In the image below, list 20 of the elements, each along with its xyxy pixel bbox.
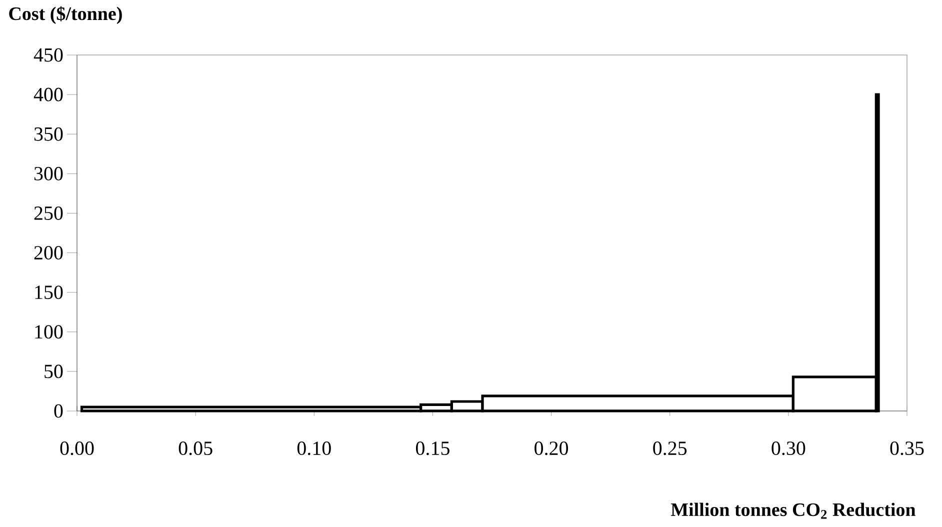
x-tick-label: 0.10 [297,442,331,456]
y-tick-label: 350 [34,127,63,141]
x-tick-label: 0.05 [178,442,212,456]
x-tick-label: 0.25 [653,442,687,456]
y-tick-label: 450 [34,48,63,62]
x-axis-title: Million tonnes CO$_{2}$ Reduction [670,502,916,519]
x-tick-label: 0.35 [890,442,924,456]
x-tick-label: 0.00 [60,442,94,456]
x-tick-label: 0.20 [534,442,568,456]
y-tick-label: 300 [34,166,63,180]
y-axis-title: Cost ($/tonne) [9,6,122,24]
x-tick-label: 0.15 [416,442,450,456]
y-tick-label: 150 [35,286,63,300]
y-tick-label: 250 [34,206,63,220]
x-tick-label: 0.30 [772,442,806,456]
y-tick-label: 0 [54,404,63,418]
y-tick-label: 200 [34,246,63,260]
y-tick-label: 400 [34,88,63,102]
y-tick-label: 50 [44,364,63,378]
y-tick-label: 100 [35,325,63,339]
